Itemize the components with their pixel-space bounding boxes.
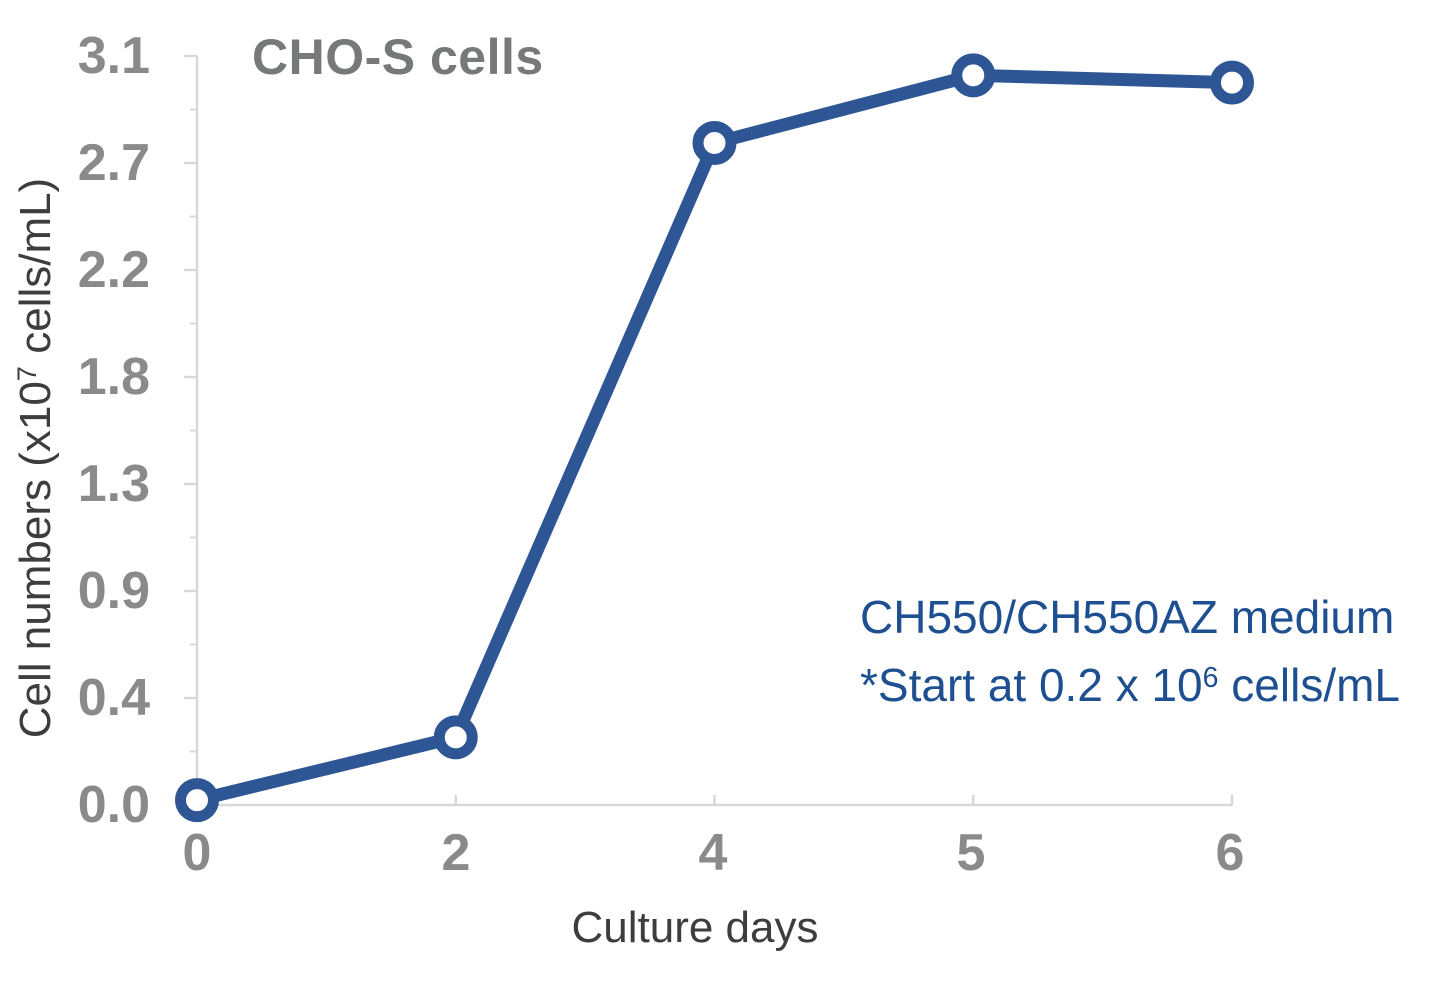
y-axis-title-superscript: 7 — [11, 366, 43, 382]
y-tick-label: 2.2 — [77, 241, 150, 299]
x-tick-label: 6 — [1215, 824, 1245, 882]
x-tick-label: 2 — [441, 824, 471, 882]
y-tick-label: 1.3 — [77, 455, 150, 513]
y-tick-label: 0.9 — [77, 562, 150, 620]
annotation-start-superscript: 6 — [1202, 661, 1219, 694]
y-tick-label: 0.0 — [77, 776, 150, 834]
y-tick-label: 0.4 — [77, 669, 150, 727]
y-axis-title-text: Cell numbers (x10 — [11, 381, 60, 739]
y-tick-label: 1.8 — [77, 348, 150, 406]
annotation-start-line: *Start at 0.2 x 106 cells/mL — [860, 651, 1400, 726]
x-tick-label: 0 — [182, 824, 212, 882]
annotation-block: CH550/CH550AZ medium *Start at 0.2 x 106… — [860, 583, 1400, 726]
y-axis-title-text: cells/mL) — [11, 177, 60, 367]
annotation-start-text: *Start at 0.2 x 10 — [860, 659, 1203, 711]
y-tick-label: 2.7 — [77, 134, 150, 192]
x-tick-label: 5 — [956, 824, 986, 882]
chart-title: CHO-S cells — [252, 29, 544, 85]
annotation-medium-line: CH550/CH550AZ medium — [860, 591, 1395, 643]
y-axis-title: Cell numbers (x107 cells/mL) — [11, 158, 61, 758]
annotation-start-text: cells/mL — [1218, 659, 1400, 711]
x-axis-title: Culture days — [571, 903, 819, 952]
y-tick-label: 3.1 — [77, 27, 150, 85]
x-tick-label: 4 — [698, 824, 728, 882]
